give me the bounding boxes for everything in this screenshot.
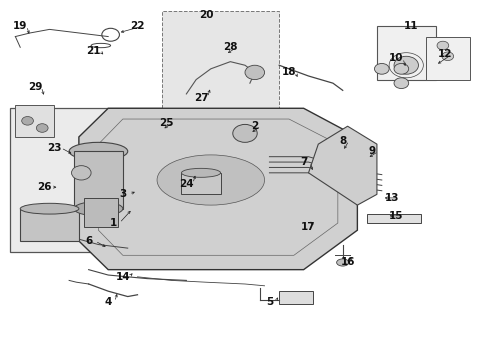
Bar bbox=[377, 26, 436, 80]
Text: 26: 26 bbox=[37, 182, 52, 192]
Polygon shape bbox=[162, 12, 279, 137]
Ellipse shape bbox=[74, 202, 123, 216]
Circle shape bbox=[442, 52, 454, 60]
Circle shape bbox=[22, 117, 33, 125]
Text: 16: 16 bbox=[341, 257, 355, 267]
Bar bbox=[426, 37, 470, 80]
Bar bbox=[15, 105, 54, 137]
Text: 18: 18 bbox=[282, 67, 296, 77]
Text: 14: 14 bbox=[116, 272, 130, 282]
Bar bbox=[20, 209, 79, 241]
Text: 20: 20 bbox=[198, 10, 213, 20]
Text: 21: 21 bbox=[86, 46, 101, 56]
Ellipse shape bbox=[181, 168, 221, 177]
Text: 4: 4 bbox=[104, 297, 112, 307]
Text: 15: 15 bbox=[389, 211, 404, 221]
Ellipse shape bbox=[337, 259, 349, 266]
Text: 10: 10 bbox=[389, 53, 404, 63]
Text: 24: 24 bbox=[179, 179, 194, 189]
Text: 1: 1 bbox=[109, 218, 117, 228]
Circle shape bbox=[394, 56, 418, 74]
Bar bbox=[367, 214, 421, 223]
Text: 25: 25 bbox=[160, 118, 174, 128]
Text: 13: 13 bbox=[384, 193, 399, 203]
Polygon shape bbox=[309, 126, 377, 205]
Text: 28: 28 bbox=[223, 42, 238, 52]
Circle shape bbox=[36, 124, 48, 132]
Polygon shape bbox=[10, 108, 245, 252]
Text: 19: 19 bbox=[13, 21, 27, 31]
Text: 17: 17 bbox=[301, 222, 316, 231]
Text: 3: 3 bbox=[119, 189, 126, 199]
Text: 9: 9 bbox=[368, 146, 376, 156]
Bar bbox=[181, 173, 221, 194]
Bar bbox=[84, 198, 118, 226]
Ellipse shape bbox=[20, 203, 79, 214]
Text: 6: 6 bbox=[85, 236, 92, 246]
Ellipse shape bbox=[245, 65, 265, 80]
Text: 11: 11 bbox=[404, 21, 418, 31]
Text: 7: 7 bbox=[300, 157, 307, 167]
Text: 8: 8 bbox=[339, 136, 346, 145]
Text: 22: 22 bbox=[130, 21, 145, 31]
Text: 12: 12 bbox=[438, 49, 453, 59]
Text: 27: 27 bbox=[194, 93, 208, 103]
Circle shape bbox=[394, 78, 409, 89]
Ellipse shape bbox=[157, 155, 265, 205]
Circle shape bbox=[374, 63, 389, 74]
Ellipse shape bbox=[69, 142, 128, 160]
Bar bbox=[279, 291, 314, 304]
Circle shape bbox=[233, 125, 257, 142]
Polygon shape bbox=[79, 108, 357, 270]
Circle shape bbox=[437, 41, 449, 50]
Text: 29: 29 bbox=[28, 82, 42, 92]
Circle shape bbox=[72, 166, 91, 180]
Text: 2: 2 bbox=[251, 121, 258, 131]
Text: 5: 5 bbox=[266, 297, 273, 307]
Text: 23: 23 bbox=[47, 143, 62, 153]
Circle shape bbox=[394, 63, 409, 74]
Bar bbox=[74, 151, 123, 209]
